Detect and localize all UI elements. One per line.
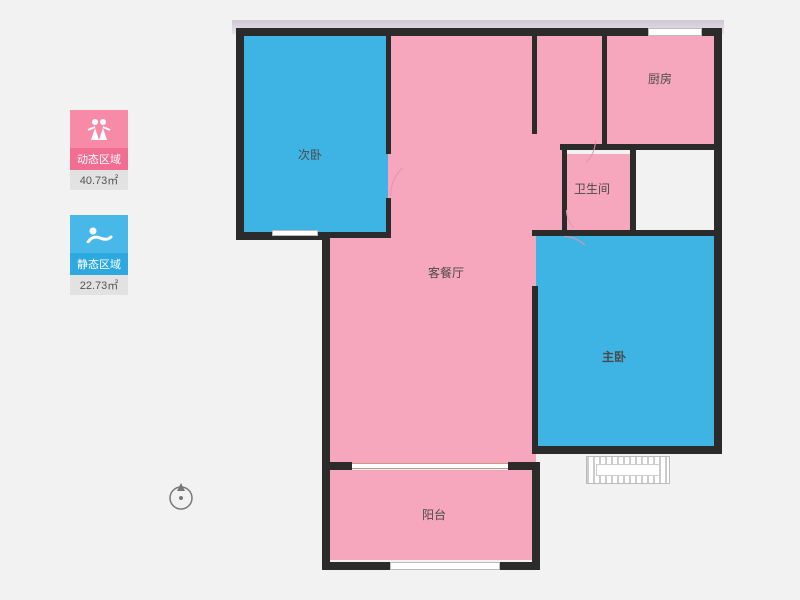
wall bbox=[236, 28, 244, 238]
legend-dynamic: 动态区域 40.73㎡ bbox=[70, 110, 128, 190]
wall bbox=[386, 34, 391, 154]
wall bbox=[630, 230, 720, 236]
sliding-door bbox=[352, 463, 508, 469]
window bbox=[648, 28, 702, 36]
railing-inner bbox=[596, 464, 660, 476]
legend-dynamic-value: 40.73㎡ bbox=[70, 170, 128, 190]
room-secondary-bedroom bbox=[244, 34, 388, 232]
room-living-ext bbox=[330, 232, 388, 466]
floorplan: 次卧 客餐厅 厨房 卫生间 主卧 阳台 bbox=[230, 16, 730, 581]
window bbox=[390, 562, 500, 570]
wall bbox=[532, 230, 562, 236]
legend-static-value: 22.73㎡ bbox=[70, 275, 128, 295]
legend-static-icon bbox=[70, 215, 128, 253]
legend-panel: 动态区域 40.73㎡ 静态区域 22.73㎡ bbox=[70, 110, 128, 320]
wall bbox=[532, 286, 538, 454]
wall bbox=[630, 144, 636, 236]
wall bbox=[508, 462, 540, 470]
label-secondary-bedroom: 次卧 bbox=[298, 146, 322, 163]
legend-static-label: 静态区域 bbox=[70, 253, 128, 275]
wall bbox=[532, 446, 722, 454]
room-living bbox=[388, 34, 536, 466]
legend-dynamic-label: 动态区域 bbox=[70, 148, 128, 170]
wall bbox=[532, 462, 540, 570]
legend-static: 静态区域 22.73㎡ bbox=[70, 215, 128, 295]
label-master-bedroom: 主卧 bbox=[602, 348, 626, 365]
wall bbox=[602, 34, 607, 148]
compass-icon bbox=[165, 480, 197, 512]
room-kitchen bbox=[536, 34, 718, 148]
wall bbox=[532, 34, 537, 134]
label-living: 客餐厅 bbox=[428, 264, 464, 281]
legend-dynamic-icon bbox=[70, 110, 128, 148]
label-bathroom: 卫生间 bbox=[574, 180, 610, 197]
wall bbox=[714, 28, 722, 454]
wall bbox=[562, 230, 636, 236]
wall bbox=[322, 462, 352, 470]
label-kitchen: 厨房 bbox=[648, 70, 672, 87]
label-balcony: 阳台 bbox=[422, 506, 446, 523]
room-master-bedroom bbox=[536, 236, 716, 448]
window bbox=[272, 230, 318, 236]
wall bbox=[322, 232, 330, 570]
